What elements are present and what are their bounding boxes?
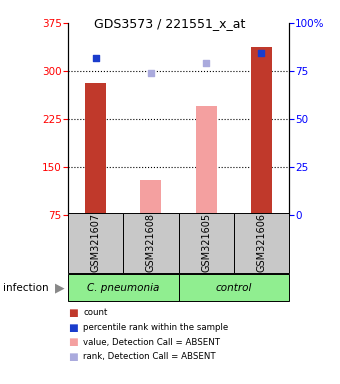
- Text: ■: ■: [68, 323, 78, 333]
- Text: ■: ■: [68, 337, 78, 347]
- Text: rank, Detection Call = ABSENT: rank, Detection Call = ABSENT: [83, 352, 216, 361]
- Text: control: control: [216, 283, 252, 293]
- Text: value, Detection Call = ABSENT: value, Detection Call = ABSENT: [83, 338, 220, 347]
- Bar: [234, 213, 289, 273]
- Text: ■: ■: [68, 352, 78, 362]
- Bar: [140, 180, 162, 215]
- Bar: [68, 274, 178, 301]
- Bar: [123, 213, 178, 273]
- Text: ▶: ▶: [55, 281, 64, 294]
- Bar: [178, 274, 289, 301]
- Bar: [251, 47, 272, 215]
- Text: infection: infection: [3, 283, 49, 293]
- Text: percentile rank within the sample: percentile rank within the sample: [83, 323, 228, 332]
- Bar: [68, 213, 123, 273]
- Text: GSM321606: GSM321606: [256, 214, 266, 272]
- Text: GSM321607: GSM321607: [91, 214, 101, 272]
- Point: [148, 70, 154, 76]
- Text: C. pneumonia: C. pneumonia: [87, 283, 159, 293]
- Text: GSM321605: GSM321605: [201, 214, 211, 272]
- Bar: [85, 83, 106, 215]
- Point: [259, 50, 264, 56]
- Text: count: count: [83, 308, 108, 318]
- Point: [203, 60, 209, 66]
- Text: GDS3573 / 221551_x_at: GDS3573 / 221551_x_at: [94, 17, 246, 30]
- Point: [93, 55, 98, 61]
- Bar: [195, 106, 217, 215]
- Text: ■: ■: [68, 308, 78, 318]
- Bar: [178, 213, 234, 273]
- Text: GSM321608: GSM321608: [146, 214, 156, 272]
